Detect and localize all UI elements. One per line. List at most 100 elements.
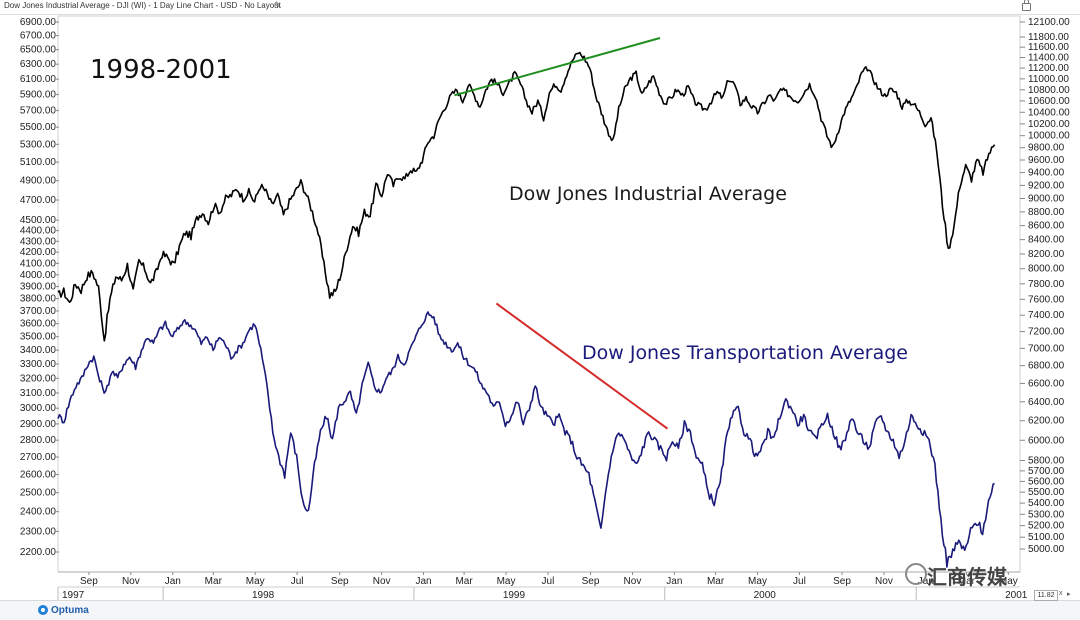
right-tick-label: 7000.00 <box>1028 343 1065 354</box>
right-tick-label: 9000.00 <box>1028 193 1065 204</box>
right-tick-label: 11000.00 <box>1028 74 1069 85</box>
x-month-label: Sep <box>582 576 600 587</box>
x-month-label: Jul <box>542 576 555 587</box>
left-tick-label: 4400.00 <box>20 226 57 237</box>
x-year-label: 2001 <box>1005 590 1028 600</box>
right-axis: 12100.00 11800.0011600.0011400.0011200.00… <box>1020 17 1070 555</box>
x-month-label: Mar <box>707 576 725 587</box>
right-tick-label: 5200.00 <box>1028 521 1065 532</box>
close-control[interactable]: x <box>1059 590 1063 597</box>
right-tick-label: 12100.00 <box>1028 17 1070 28</box>
left-tick-label: 2900.00 <box>20 419 57 430</box>
right-tick-label: 9600.00 <box>1028 155 1065 166</box>
left-tick-label: 4700.00 <box>20 195 57 206</box>
right-tick-label: 6800.00 <box>1028 361 1065 372</box>
right-tick-label: 7200.00 <box>1028 327 1065 338</box>
x-month-label: Mar <box>958 576 976 587</box>
x-month-label: Jan <box>666 576 682 587</box>
left-tick-label: 6100.00 <box>20 74 57 85</box>
left-tick-label: 2700.00 <box>20 452 57 463</box>
right-tick-label: 5000.00 <box>1028 544 1065 555</box>
x-month-label: Sep <box>331 576 349 587</box>
left-tick-label: 3100.00 <box>20 388 57 399</box>
watermark-text: 汇商传媒 <box>927 567 1007 589</box>
right-tick-label: 10000.00 <box>1028 131 1070 142</box>
x-year-label: 1997 <box>62 590 85 600</box>
x-axis: Sep Nov Jan Mar May Jul Sep Nov Jan Mar May Jul Sep N… <box>57 571 1028 600</box>
left-tick-label: 2500.00 <box>20 488 57 499</box>
right-tick-label: 7400.00 <box>1028 310 1065 321</box>
right-tick-label: 11600.00 <box>1028 42 1069 53</box>
x-month-label: Sep <box>80 576 98 587</box>
right-tick-label: 10400.00 <box>1028 107 1070 118</box>
plot-frame <box>57 15 1021 573</box>
x-month-label: Nov <box>875 576 893 587</box>
djta-series-line <box>57 311 995 568</box>
x-month-label: Nov <box>122 576 140 587</box>
right-tick-label: 5800.00 <box>1028 455 1065 466</box>
right-tick-label: 9400.00 <box>1028 168 1065 179</box>
left-axis: 6900.00 6700.00 6500.00 6300.00 6100.00 5900.… <box>20 17 59 558</box>
x-month-label: Sep <box>833 576 851 587</box>
right-tick-label: 11800.00 <box>1028 32 1069 43</box>
left-tick-label: 4500.00 <box>20 215 57 226</box>
left-tick-label: 3600.00 <box>20 319 57 330</box>
x-month-label: Jan <box>165 576 181 587</box>
left-tick-label: 5900.00 <box>20 90 57 101</box>
wechat-logo-icon <box>905 563 927 585</box>
left-tick-label: 3500.00 <box>20 332 57 343</box>
lock-icon[interactable] <box>1022 0 1031 11</box>
left-tick-label: 3400.00 <box>20 345 57 356</box>
zoom-value[interactable]: 11.82 <box>1034 590 1058 601</box>
right-tick-label: 6200.00 <box>1028 416 1065 427</box>
x-month-label: Mar <box>455 576 473 587</box>
right-tick-label: 5400.00 <box>1028 498 1065 509</box>
right-tick-label: 5600.00 <box>1028 476 1065 487</box>
right-tick-label: 5700.00 <box>1028 466 1065 477</box>
x-month-label: Mar <box>205 576 223 587</box>
optuma-logo-text: Optuma <box>51 604 89 616</box>
left-tick-label: 3300.00 <box>20 359 57 370</box>
right-tick-label: 5300.00 <box>1028 509 1065 520</box>
left-tick-label: 2400.00 <box>20 507 57 518</box>
left-tick-label: 5700.00 <box>20 106 57 117</box>
right-tick-label: 5100.00 <box>1028 532 1065 543</box>
right-tick-label: 6600.00 <box>1028 378 1065 389</box>
period-annotation: 1998-2001 <box>90 55 232 85</box>
djia-series-line <box>57 51 996 342</box>
left-tick-label: 2600.00 <box>20 470 57 481</box>
djia-trendline <box>454 37 661 97</box>
left-tick-label: 4900.00 <box>20 176 57 187</box>
left-tick-label: 5500.00 <box>20 122 57 133</box>
left-tick-label: 2300.00 <box>20 526 57 537</box>
x-month-label: Jan <box>918 576 934 587</box>
x-month-label: May <box>246 576 265 587</box>
left-tick-label: 6700.00 <box>20 31 57 42</box>
left-tick-label: 6500.00 <box>20 45 57 56</box>
right-tick-label: 8000.00 <box>1028 264 1065 275</box>
left-tick-label: 4000.00 <box>20 270 57 281</box>
left-tick-label: 5100.00 <box>20 157 57 168</box>
right-tick-label: 9200.00 <box>1028 180 1065 191</box>
x-month-label: Jul <box>793 576 806 587</box>
left-tick-label: 6900.00 <box>20 17 57 28</box>
x-month-label: May <box>497 576 516 587</box>
left-tick-label: 2200.00 <box>20 547 57 558</box>
bottom-bar <box>0 600 1080 620</box>
right-tick-label: 10200.00 <box>1028 119 1070 130</box>
x-month-label: May <box>999 576 1018 587</box>
pencil-icon[interactable]: ✎ <box>274 0 282 10</box>
left-tick-label: 4200.00 <box>20 247 57 258</box>
right-tick-label: 9800.00 <box>1028 143 1065 154</box>
left-tick-label: 5300.00 <box>20 139 57 150</box>
left-tick-label: 2800.00 <box>20 435 57 446</box>
right-tick-label: 8400.00 <box>1028 235 1065 246</box>
left-tick-label: 3200.00 <box>20 373 57 384</box>
right-tick-label: 11200.00 <box>1028 63 1069 74</box>
djia-label: Dow Jones Industrial Average <box>509 183 787 205</box>
expand-control[interactable]: ▸ <box>1067 591 1071 598</box>
right-tick-label: 6000.00 <box>1028 435 1065 446</box>
optuma-logo: Optuma <box>38 603 89 617</box>
right-tick-label: 8200.00 <box>1028 249 1065 260</box>
left-tick-label: 4300.00 <box>20 236 57 247</box>
